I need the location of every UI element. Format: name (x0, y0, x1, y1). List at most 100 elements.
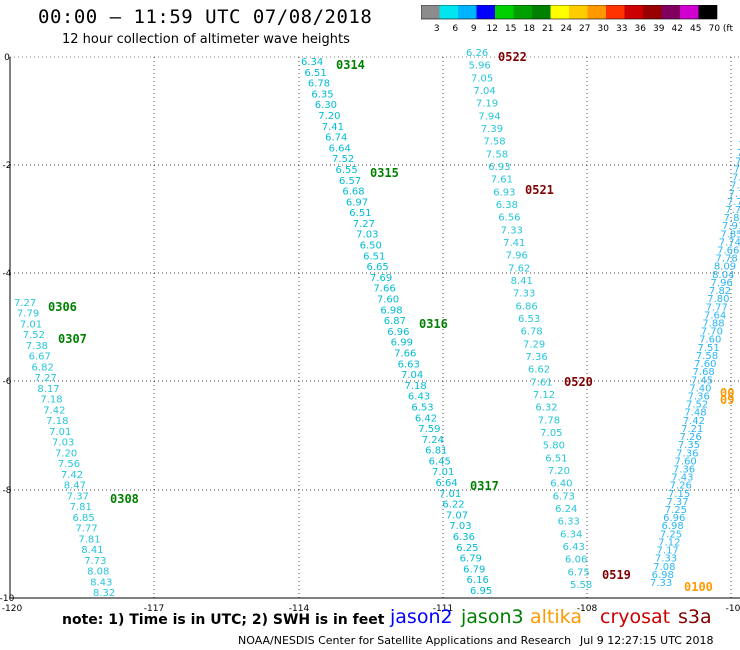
swh-value: 7.19 (476, 99, 498, 110)
colorbar-label: 18 (523, 24, 535, 34)
swh-value: 8.41 (81, 545, 103, 556)
colorbar-label: 15 (505, 24, 516, 34)
legend-altika: altika (530, 606, 582, 628)
swh-value: 6.64 (329, 143, 351, 154)
swh-value: 6.82 (32, 362, 54, 373)
swh-value: 6.43 (563, 542, 585, 553)
satellite-tracks: 6.346.516.786.356.307.207.416.746.647.52… (14, 48, 740, 599)
colorbar-swatch (495, 5, 514, 19)
swh-value: 7.78 (538, 415, 560, 426)
swh-value: 7.20 (55, 448, 77, 459)
swh-value: 7.21 (681, 424, 703, 435)
colorbar-swatch (587, 5, 606, 19)
swh-value: 6.25 (456, 543, 478, 554)
legend-jason2: jason2 (390, 606, 453, 628)
swh-value: 6.97 (346, 197, 368, 208)
pass-time-label: 0317 (470, 479, 499, 493)
swh-value: 6.78 (520, 327, 542, 338)
longitude-tick-label: -114 (289, 604, 310, 614)
longitude-tick-label: -108 (577, 604, 598, 614)
latitude-tick-label: -4 (3, 269, 12, 279)
swh-value: 6.40 (550, 479, 572, 490)
swh-value: 6.93 (493, 187, 515, 198)
swh-value: 7.52 (732, 173, 740, 184)
map-subtitle: 12 hour collection of altimeter wave hei… (62, 32, 350, 47)
latitude-tick-label: 0 (4, 53, 10, 63)
swh-value: 6.98 (380, 305, 402, 316)
colorbar-swatch (476, 5, 495, 19)
swh-value: 6.35 (311, 89, 333, 100)
colorbar-label: 27 (579, 24, 590, 34)
swh-value: 7.60 (675, 456, 697, 467)
colorbar-swatch (439, 5, 458, 19)
swh-value: 6.55 (335, 165, 357, 176)
swh-value: 7.68 (693, 367, 715, 378)
swh-value: 6.42 (415, 413, 437, 424)
colorbar-swatch (532, 5, 551, 19)
swh-value: 8.08 (87, 567, 109, 578)
swh-value: 7.74 (719, 237, 740, 248)
colorbar-label: 39 (653, 24, 665, 34)
swh-value: 7.81 (70, 502, 92, 513)
swh-value: 7.37 (666, 497, 688, 508)
swh-value: 7.59 (418, 424, 440, 435)
swh-value: 6.34 (301, 57, 323, 68)
swh-value: 7.61 (491, 175, 513, 186)
swh-value: 6.75 (568, 567, 590, 578)
swh-value: 6.64 (436, 478, 458, 489)
swh-value: 6.87 (384, 316, 406, 327)
swh-value: 5.58 (570, 580, 592, 591)
swh-value: 7.58 (486, 149, 508, 160)
swh-value: 5.80 (543, 441, 565, 452)
swh-value: 6.67 (29, 352, 51, 363)
swh-value: 6.86 (516, 301, 538, 312)
pass-time-label: 0307 (58, 332, 87, 346)
longitude-tick-label: -10 (726, 604, 740, 614)
colorbar-frame (421, 5, 718, 20)
colorbar-swatch (569, 5, 588, 19)
swh-value: 7.03 (52, 438, 74, 449)
pass-time-label: 0520 (564, 375, 593, 389)
pass-time-label: 0314 (336, 58, 365, 72)
swh-value: 6.79 (463, 564, 485, 575)
swh-value: 7.18 (404, 381, 426, 392)
swh-value: 6.53 (411, 402, 433, 413)
swh-value: 8.32 (93, 588, 115, 599)
colorbar-label: 9 (471, 24, 477, 34)
colorbar-swatch (680, 5, 699, 19)
swh-value: 6.33 (558, 517, 580, 528)
swh-value: 5.96 (468, 61, 490, 72)
swh-value: 7.03 (449, 521, 471, 532)
pass-time-label: 0519 (602, 568, 631, 582)
swh-value: 7.33 (513, 289, 535, 300)
swh-value: 7.96 (711, 278, 733, 289)
swh-value: 7.73 (84, 556, 106, 567)
swh-value: 6.32 (535, 403, 557, 414)
pass-time-label: 0521 (525, 183, 554, 197)
swh-value: 6.30 (315, 100, 337, 111)
longitude-tick-label: -117 (144, 604, 164, 614)
swh-value: 7.73 (729, 189, 740, 200)
swh-value: 7.62 (508, 263, 530, 274)
swh-value: 7.82 (709, 286, 731, 297)
swh-value: 7.01 (49, 427, 71, 438)
swh-value: 7.51 (697, 343, 719, 354)
legend-cryosat: cryosat (600, 606, 671, 628)
swh-value: 7.56 (58, 459, 80, 470)
colorbar-label: 3 (434, 24, 440, 34)
swh-value: 7.01 (439, 489, 461, 500)
swh-value: 7.81 (78, 534, 100, 545)
swh-value: 7.27 (14, 298, 36, 309)
swh-value: 6.74 (325, 133, 347, 144)
swh-value: 7.64 (704, 310, 726, 321)
swh-value: 6.96 (663, 513, 685, 524)
swh-value: 8.17 (37, 384, 59, 395)
swh-value: 6.65 (367, 262, 389, 273)
swh-value: 8.43 (90, 577, 112, 588)
swh-value: 6.62 (528, 365, 550, 376)
colorbar-label: 45 (690, 24, 701, 34)
swh-value: 7.61 (530, 377, 552, 388)
swh-value: 6.38 (496, 200, 518, 211)
pass-time-label: 0522 (498, 50, 527, 64)
swh-value: 7.05 (540, 428, 562, 439)
